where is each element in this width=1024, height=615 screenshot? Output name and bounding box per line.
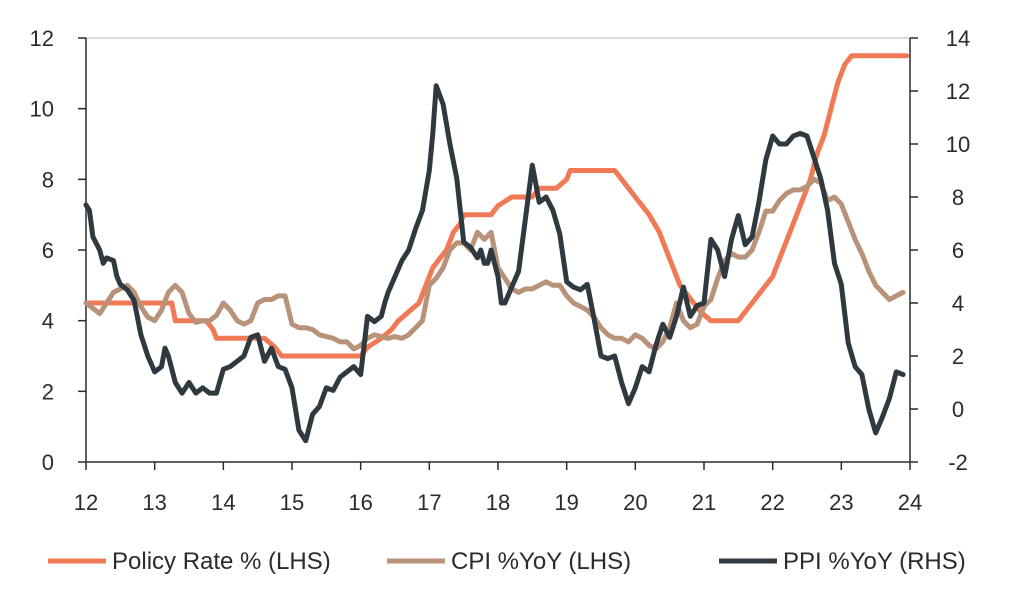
x-tick-label: 17 [417, 490, 441, 515]
right-tick-label: 6 [952, 238, 964, 263]
x-tick-label: 23 [829, 490, 853, 515]
x-tick-label: 19 [554, 490, 578, 515]
x-tick-label: 16 [348, 490, 372, 515]
right-tick-label: -2 [948, 450, 968, 475]
right-tick-label: 0 [952, 397, 964, 422]
right-tick-label: 10 [946, 132, 970, 157]
legend: Policy Rate % (LHS) CPI %YoY (LHS) PPI %Yo… [48, 548, 966, 575]
x-tick-label: 24 [898, 490, 922, 515]
left-tick-label: 10 [30, 97, 54, 122]
left-tick-label: 2 [42, 379, 54, 404]
x-tick-label: 18 [486, 490, 510, 515]
legend-label-2: CPI %YoY (LHS) [451, 548, 631, 575]
x-tick-label: 15 [280, 490, 304, 515]
x-tick-label: 22 [760, 490, 784, 515]
x-tick-label: 21 [692, 490, 716, 515]
series-line-2 [83, 176, 906, 352]
x-tick-label: 12 [74, 490, 98, 515]
left-tick-label: 4 [42, 309, 54, 334]
right-tick-label: 12 [946, 79, 970, 104]
left-tick-label: 0 [42, 450, 54, 475]
x-tick-label: 13 [142, 490, 166, 515]
legend-label-3: PPI %YoY (RHS) [783, 548, 966, 575]
series-line-3 [83, 83, 906, 444]
right-tick-label: 14 [946, 26, 970, 51]
legend-label-1: Policy Rate % (LHS) [112, 548, 331, 575]
x-tick-label: 20 [623, 490, 647, 515]
left-tick-label: 8 [42, 167, 54, 192]
left-tick-label: 12 [30, 26, 54, 51]
right-tick-label: 8 [952, 185, 964, 210]
x-tick-label: 14 [211, 490, 235, 515]
series-lines [83, 53, 910, 444]
right-tick-label: 2 [952, 344, 964, 369]
series-line-1 [83, 53, 910, 359]
right-tick-label: 4 [952, 291, 964, 316]
left-tick-label: 6 [42, 238, 54, 263]
